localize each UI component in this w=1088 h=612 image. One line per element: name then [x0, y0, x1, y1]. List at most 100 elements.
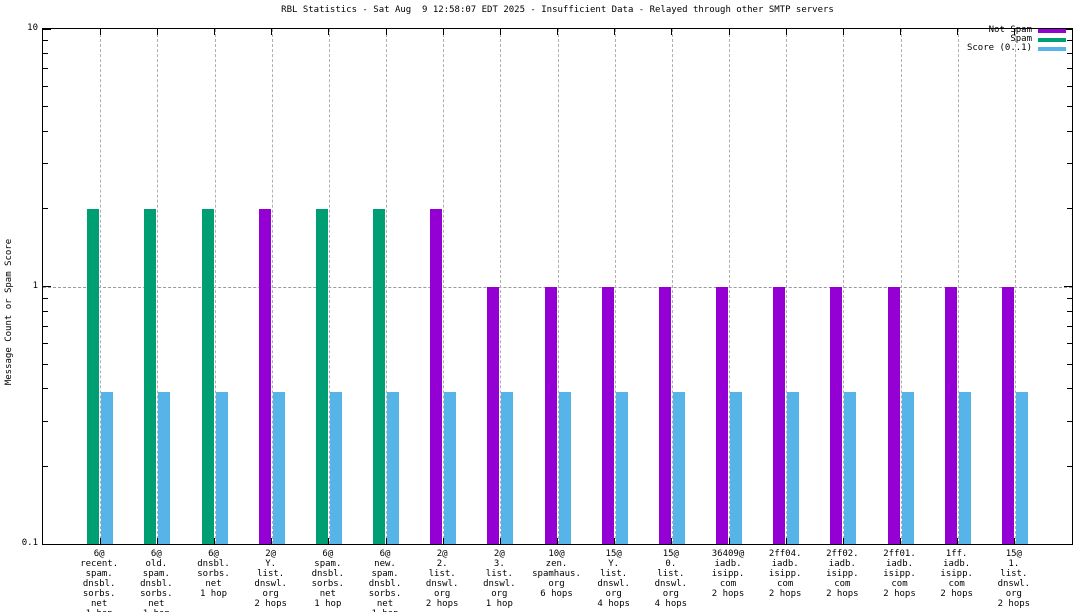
y-tick [1067, 53, 1072, 55]
score-bar [901, 391, 914, 544]
bar [544, 286, 557, 544]
x-tick-label: 15@ Y. list. dnswl. org 4 hops [597, 549, 630, 609]
score-bar [444, 391, 457, 544]
x-tick [442, 538, 444, 544]
x-tick-label: 6@ dnsbl. sorbs. net 1 hop [197, 549, 230, 599]
x-tick-label: 2ff02. iadb. isipp. com 2 hops [826, 549, 859, 599]
x-gridline [328, 29, 330, 544]
y-tick [43, 420, 48, 422]
score-bar [672, 391, 685, 544]
x-gridline [729, 29, 730, 544]
x-tick [957, 538, 959, 544]
score-bar [101, 391, 114, 544]
x-tick [900, 29, 901, 35]
y-tick [1067, 310, 1072, 312]
legend-swatch [1038, 37, 1066, 42]
y-tick [1067, 106, 1072, 107]
x-tick-label: 6@ recent. spam. dnsbl. sorbs. net 1 hop [80, 549, 119, 612]
y-tick [43, 310, 48, 312]
y-tick [1067, 130, 1072, 132]
y-tick [1067, 465, 1072, 467]
bar [944, 286, 957, 544]
x-tick [99, 29, 101, 35]
bar [373, 208, 385, 544]
y-tick [1067, 297, 1072, 299]
bar [887, 286, 900, 544]
x-tick [1014, 29, 1016, 35]
score-bar [158, 391, 171, 544]
score-bar [958, 391, 971, 544]
score-bar [787, 391, 800, 544]
y-tick [43, 208, 48, 210]
x-tick-label: 1ff. iadb. isipp. com 2 hops [940, 549, 973, 599]
x-tick [900, 538, 901, 544]
x-tick [214, 538, 215, 544]
x-gridline [271, 29, 273, 544]
bar [773, 286, 786, 544]
bar [1001, 286, 1014, 544]
x-tick [614, 538, 616, 544]
y-tick-label: 10 [27, 23, 38, 33]
x-gridline [1014, 29, 1016, 544]
y-tick [43, 85, 48, 87]
y-tick [43, 465, 48, 467]
y-tick [43, 543, 51, 545]
x-tick [156, 29, 158, 35]
x-tick [271, 29, 273, 35]
legend-swatch [1038, 46, 1066, 51]
x-gridline [843, 29, 845, 544]
legend-entry: Not Spam [967, 26, 1066, 35]
score-bar [558, 391, 571, 544]
y-tick-label: 1 [32, 280, 38, 291]
x-tick [1014, 538, 1016, 544]
y-tick [43, 297, 48, 299]
score-bar [387, 391, 399, 544]
plot-area [42, 28, 1073, 545]
y-tick [43, 68, 48, 70]
x-tick [728, 29, 730, 35]
x-gridline [614, 29, 616, 544]
x-tick [671, 29, 673, 35]
y-tick [1067, 325, 1072, 327]
x-tick [442, 29, 444, 35]
chart-title: RBL Statistics - Sat Aug 9 12:58:07 EDT … [281, 5, 834, 15]
x-tick [671, 538, 673, 544]
bar [716, 286, 728, 544]
x-tick-label: 10@ zen. spamhaus. org 6 hops [532, 549, 581, 599]
y-tick [43, 28, 51, 30]
bar [487, 286, 500, 544]
y-tick [1067, 85, 1072, 87]
score-bar [501, 391, 514, 544]
legend-entry: Spam [967, 35, 1066, 44]
x-tick [328, 29, 330, 35]
x-tick-label: 2@ 2. list. dnswl. org 2 hops [425, 549, 459, 609]
bar [601, 286, 614, 544]
x-tick [728, 538, 730, 544]
y-tick [43, 363, 48, 365]
legend-entry-label: Spam [1010, 34, 1032, 44]
x-tick [614, 29, 616, 35]
x-gridline [100, 29, 102, 544]
x-gridline [557, 29, 559, 544]
y-tick [1067, 363, 1072, 365]
x-gridline [443, 29, 445, 544]
x-tick [842, 29, 844, 35]
x-tick [499, 538, 501, 544]
legend-entry: Score (0..1) [967, 44, 1066, 53]
y-tick [1067, 163, 1072, 165]
y-tick [43, 106, 48, 107]
x-tick [957, 29, 959, 35]
x-tick [156, 538, 158, 544]
x-tick-label: 15@ 1. list. dnswl. org 2 hops [997, 549, 1031, 609]
x-tick [99, 538, 101, 544]
score-bar [844, 391, 857, 544]
x-tick-label: 2@ 3. list. dnswl. org 1 hop [483, 549, 516, 609]
bar [201, 208, 214, 544]
y-axis-label: Message Count or Spam Score [4, 238, 14, 386]
x-gridline [386, 29, 387, 544]
legend-entry-label: Score (0..1) [966, 43, 1032, 53]
y-tick [43, 343, 48, 345]
x-tick [499, 29, 501, 35]
y-tick [1064, 543, 1072, 545]
